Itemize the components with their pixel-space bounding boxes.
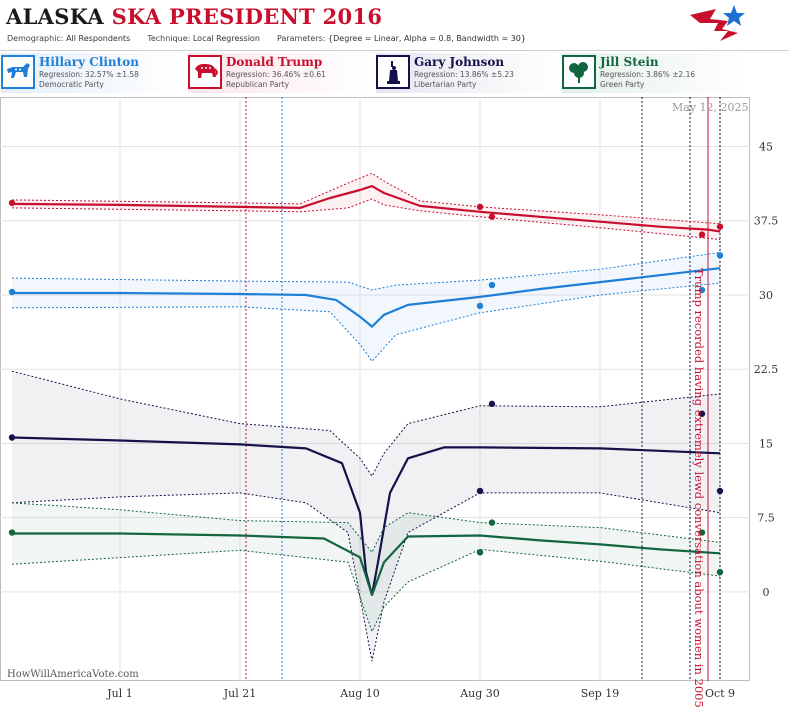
x-tick-label: Jul 1 [106, 687, 133, 700]
lower-bound-line [11, 198, 721, 240]
legend-name: Gary Johnson [414, 55, 505, 69]
x-tick-label: Oct 9 [705, 687, 735, 700]
upper-bound-line [11, 370, 721, 478]
demographic-label: Demographic: [7, 34, 64, 43]
poll-point [698, 410, 706, 417]
poll-point [488, 400, 496, 408]
poll-point [476, 487, 484, 495]
legend-party: Libertarian Party [414, 80, 477, 89]
poll-point [488, 281, 496, 289]
x-tick-label: Aug 10 [339, 687, 380, 700]
poll-point [476, 302, 484, 310]
y-tick-label: 15 [759, 437, 773, 450]
poll-point [488, 519, 496, 526]
x-tick-label: Sep 19 [581, 687, 620, 700]
watermark: HowWillAmericaVote.com [7, 669, 139, 680]
technique-label: Technique: [147, 34, 191, 43]
upper-bound-line [11, 172, 721, 225]
regression-line [12, 267, 721, 328]
poll-point [8, 199, 16, 207]
elephant-icon [188, 55, 222, 89]
poll-point [698, 231, 706, 238]
y-tick-label: 0 [763, 586, 770, 599]
legend-name: Donald Trump [226, 55, 323, 69]
poll-point [716, 223, 724, 230]
poll-point [8, 529, 16, 536]
poll-point [476, 203, 484, 211]
poll-point [8, 288, 16, 296]
legend-regression: Regression: 3.86% ±2.16 [600, 70, 696, 79]
poll-point [716, 252, 724, 259]
y-tick-label: 30 [759, 289, 773, 302]
donkey-icon [1, 55, 35, 89]
confidence-band [12, 252, 720, 362]
regression-line [12, 532, 721, 596]
datestamp: May 12, 2025 [672, 101, 749, 114]
confidence-band [12, 173, 720, 240]
y-tick-label: 22.5 [754, 363, 779, 376]
poll-point [698, 529, 706, 536]
legend-regression: Regression: 36.46% ±0.61 [226, 70, 326, 79]
upper-bound-line [11, 251, 721, 291]
poll-point [488, 213, 496, 220]
legend-item-trump: Donald Trump Regression: 36.46% ±0.61 Re… [188, 53, 370, 93]
poll-point [698, 286, 706, 294]
plot-area [0, 97, 750, 681]
title-rest: SKA PRESIDENT 2016 [111, 4, 383, 29]
poll-point [476, 549, 484, 556]
title-state: ALASKA [6, 4, 105, 29]
site-logo-icon [690, 5, 746, 43]
x-tick-label: Aug 30 [459, 687, 500, 700]
upper-bound-line [11, 502, 721, 554]
legend-regression: Regression: 13.86% ±5.23 [414, 70, 514, 79]
lower-bound-line [11, 492, 721, 662]
x-tick-label: Jul 21 [223, 687, 257, 700]
legend-name: Jill Stein [600, 55, 659, 69]
demographic-value: All Respondents [66, 34, 131, 43]
legend-item-johnson: Gary Johnson Regression: 13.86% ±5.23 Li… [376, 53, 558, 93]
legend-party: Republican Party [226, 80, 290, 89]
tree-icon [562, 55, 596, 89]
poll-point [8, 434, 16, 441]
chart-title: ALASKA SKA PRESIDENT 2016 [6, 4, 382, 29]
y-tick-label: 7.5 [757, 512, 775, 525]
event-annotation: Trump recorded having extremely lewd con… [692, 268, 706, 708]
technique-value: Local Regression [192, 34, 260, 43]
lower-bound-line [11, 548, 721, 633]
legend-item-clinton: Hillary Clinton Regression: 32.57% ±1.58… [1, 53, 181, 93]
header-divider [0, 50, 789, 51]
legend-name: Hillary Clinton [39, 55, 139, 69]
parameters-label: Parameters: [277, 34, 326, 43]
legend-party: Green Party [600, 80, 645, 89]
chart-header: ALASKA SKA PRESIDENT 2016 Demographic: A… [0, 0, 789, 52]
y-tick-label: 37.5 [754, 215, 779, 228]
legend-regression: Regression: 32.57% ±1.58 [39, 70, 139, 79]
y-tick-label: 45 [759, 140, 773, 153]
regression-line [11, 185, 721, 233]
legend-item-stein: Jill Stein Regression: 3.86% ±2.16 Green… [562, 53, 746, 93]
parameters-value: {Degree = Linear, Alpha = 0.8, Bandwidth… [328, 34, 526, 43]
chart-parameters: Demographic: All Respondents Technique: … [7, 34, 526, 43]
statue-of-liberty-icon [376, 55, 410, 89]
poll-point [716, 487, 724, 495]
poll-point [716, 568, 724, 576]
legend-party: Democratic Party [39, 80, 104, 89]
